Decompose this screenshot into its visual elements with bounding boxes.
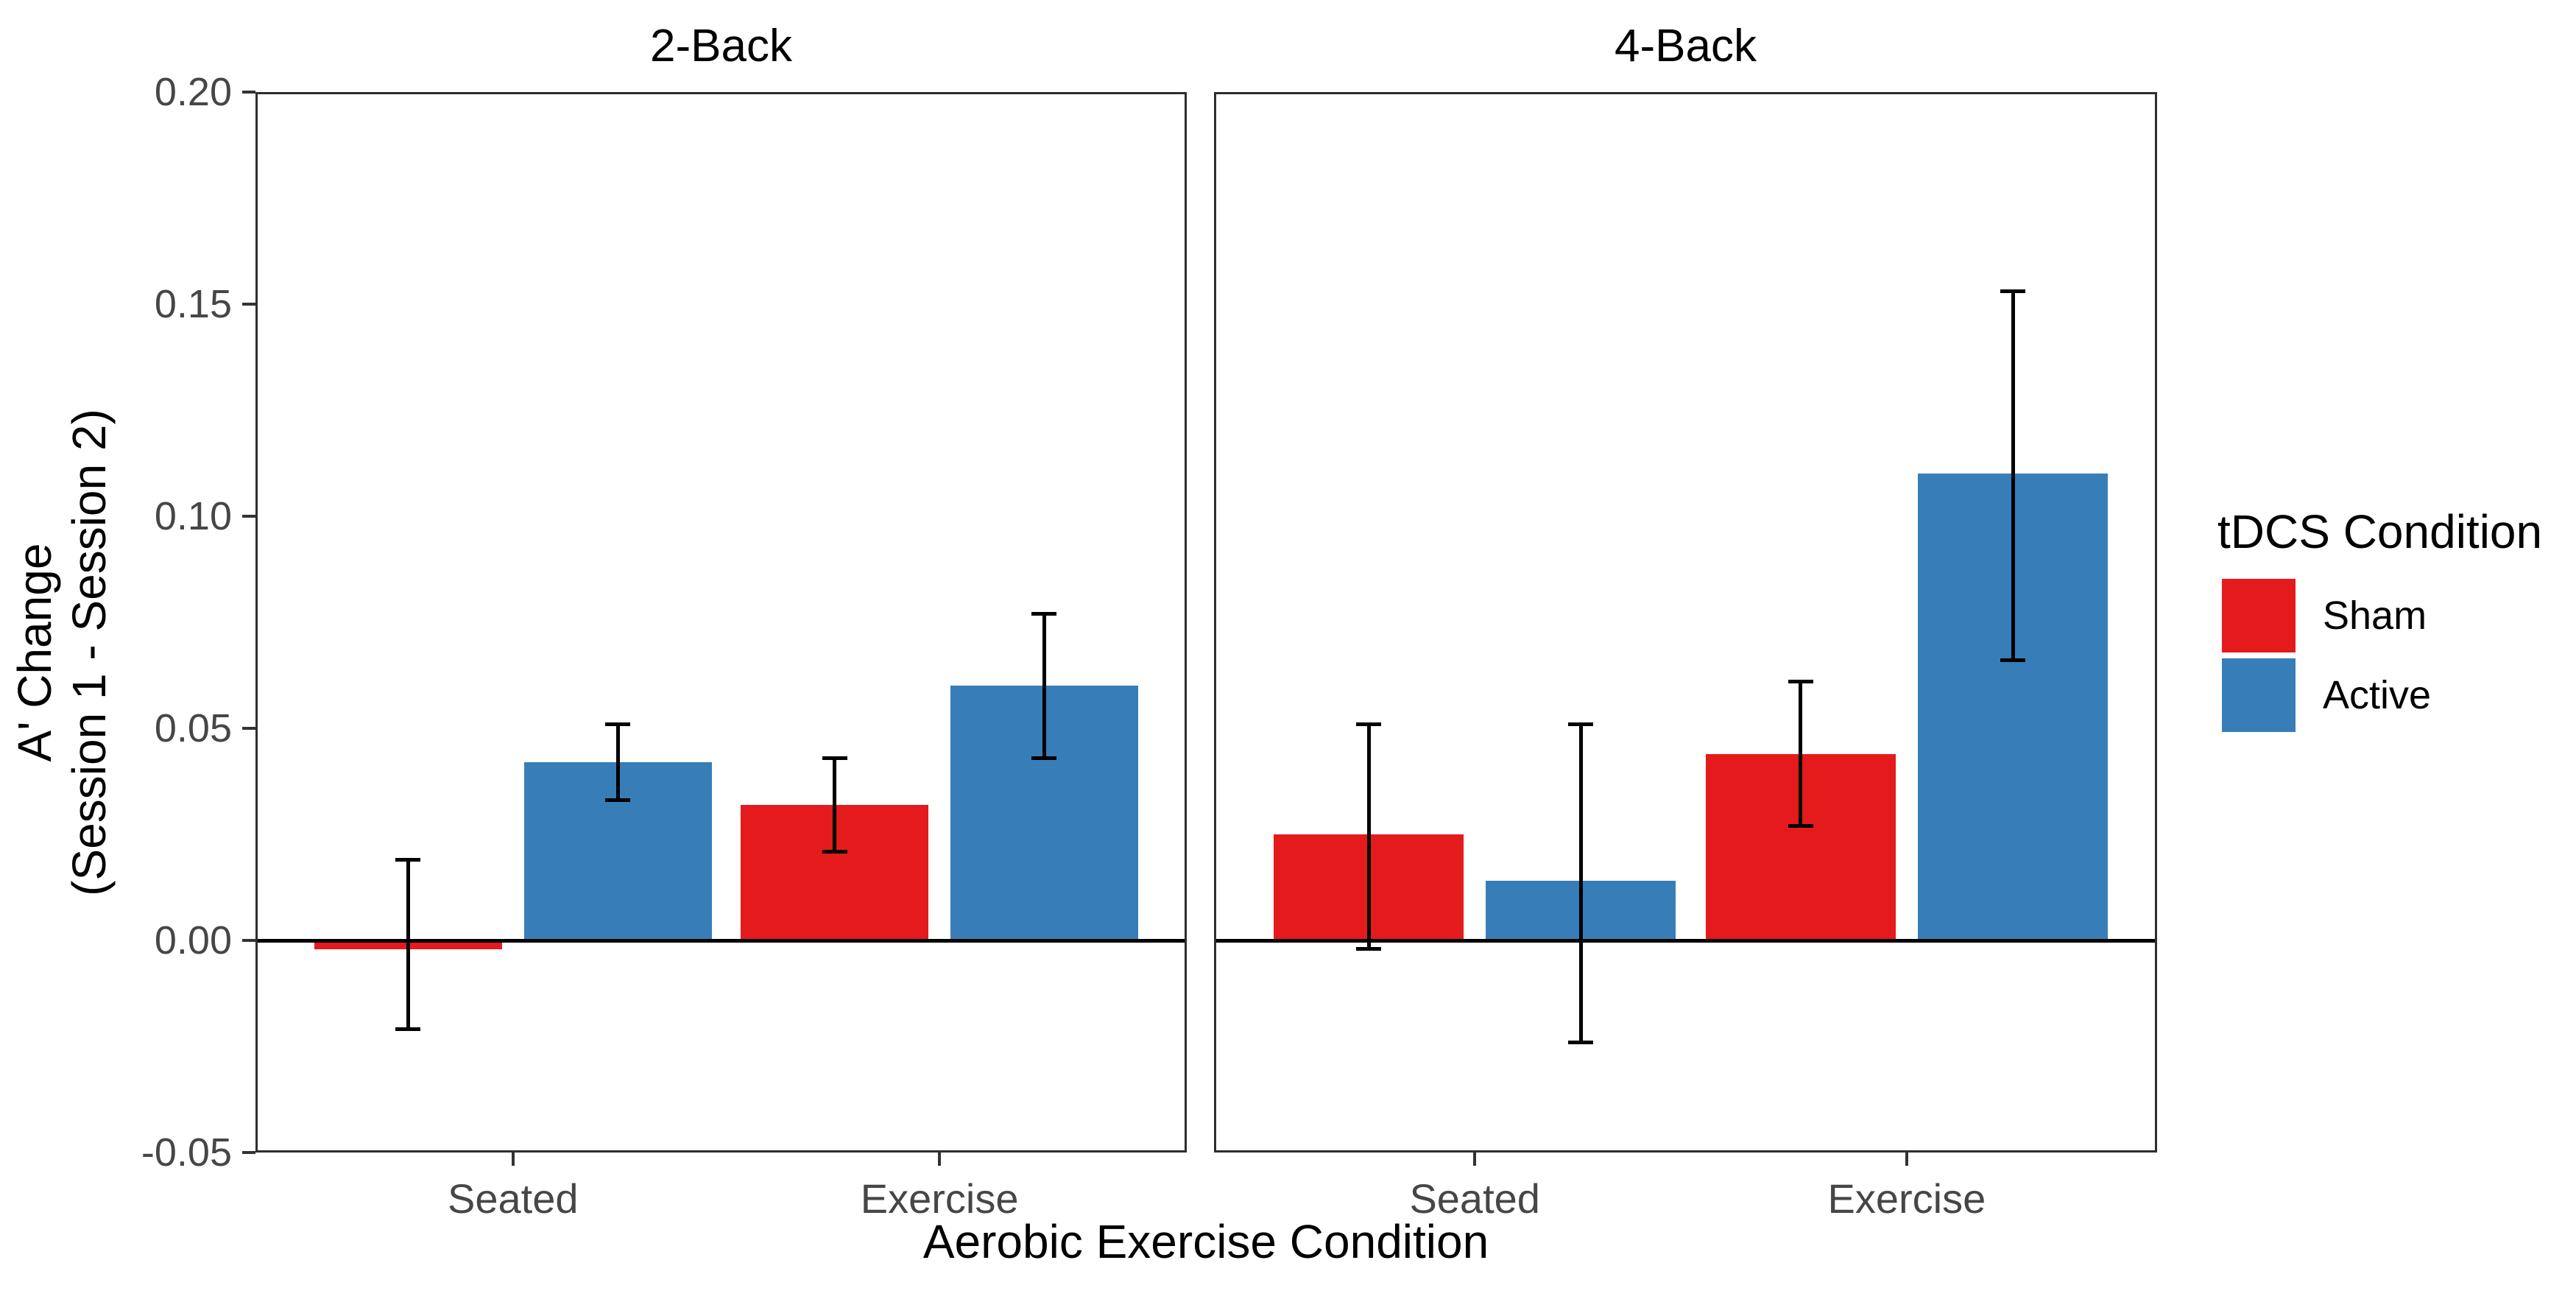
legend-swatch-Active <box>2222 658 2296 732</box>
y-tick-label: 0.05 <box>154 706 232 750</box>
errorbar-2-Back-Exercise-Active-cap-top <box>1031 611 1057 616</box>
facet-title: 4-Back <box>1615 21 1757 71</box>
panel-border-4-Back <box>1214 92 2157 1153</box>
errorbar-4-Back-Exercise-Active-cap-top <box>2000 289 2025 294</box>
y-tick-mark <box>242 939 255 942</box>
legend-entry-Active: Active <box>2217 658 2542 732</box>
x-axis-title: Aerobic Exercise Condition <box>922 1215 1489 1268</box>
legend-label: Active <box>2323 673 2432 717</box>
x-tick-mark <box>1473 1153 1477 1166</box>
errorbar-4-Back-Exercise-Sham-line <box>1799 681 1803 826</box>
errorbar-4-Back-Seated-Sham-cap-top <box>1356 722 1382 726</box>
x-tick-label: Exercise <box>860 1175 1019 1222</box>
errorbar-2-Back-Seated-Active-line <box>615 724 620 800</box>
errorbar-4-Back-Seated-Active-line <box>1578 724 1583 1043</box>
y-axis-title: A' Change (Session 1 - Session 2) <box>7 63 118 1242</box>
errorbar-2-Back-Seated-Sham-cap-top <box>395 858 421 862</box>
legend-label: Sham <box>2323 594 2427 638</box>
y-tick-label: -0.05 <box>141 1130 232 1175</box>
y-tick-mark <box>242 727 255 730</box>
legend-title: tDCS Condition <box>2217 505 2543 558</box>
facet-title: 2-Back <box>650 21 792 71</box>
errorbar-4-Back-Exercise-Active-cap-bottom <box>2000 658 2025 663</box>
legend-swatch-Sham <box>2222 579 2296 652</box>
errorbar-4-Back-Seated-Sham-cap-bottom <box>1356 947 1382 951</box>
errorbar-2-Back-Exercise-Sham-cap-top <box>822 756 847 760</box>
errorbar-2-Back-Exercise-Active-line <box>1042 613 1046 759</box>
y-tick-label: 0.20 <box>154 70 232 114</box>
y-tick-label: 0.00 <box>154 918 232 963</box>
x-tick-mark <box>511 1153 515 1166</box>
y-axis-title-line1: A' Change <box>8 543 61 762</box>
x-tick-mark <box>938 1153 942 1166</box>
y-tick-mark <box>242 91 255 94</box>
errorbar-4-Back-Seated-Active-cap-bottom <box>1568 1040 1594 1044</box>
legend-entries: Sham Active <box>2217 579 2542 732</box>
legend-entry-Sham: Sham <box>2217 579 2542 652</box>
y-tick-label: 0.10 <box>154 494 232 538</box>
errorbar-2-Back-Exercise-Active-cap-bottom <box>1031 756 1057 760</box>
x-tick-mark <box>1905 1153 1908 1166</box>
errorbar-2-Back-Seated-Active-cap-top <box>605 722 631 726</box>
errorbar-4-Back-Exercise-Sham-cap-top <box>1788 680 1813 684</box>
y-axis-title-line2: (Session 1 - Session 2) <box>63 409 116 896</box>
panel-border-2-Back <box>255 92 1187 1153</box>
y-tick-mark <box>242 515 255 518</box>
x-tick-label: Seated <box>1409 1175 1540 1222</box>
x-tick-label: Exercise <box>1827 1175 1986 1222</box>
y-tick-mark <box>242 1151 255 1154</box>
errorbar-4-Back-Seated-Sham-line <box>1366 724 1371 949</box>
errorbar-2-Back-Exercise-Sham-line <box>833 758 837 852</box>
errorbar-4-Back-Seated-Active-cap-top <box>1568 722 1594 726</box>
errorbar-2-Back-Exercise-Sham-cap-bottom <box>822 849 847 854</box>
x-tick-label: Seated <box>448 1175 579 1222</box>
errorbar-4-Back-Exercise-Sham-cap-bottom <box>1788 823 1813 828</box>
zero-reference-line <box>1214 939 2157 943</box>
errorbar-4-Back-Exercise-Active-line <box>2011 291 2015 661</box>
errorbar-2-Back-Seated-Active-cap-bottom <box>605 798 631 803</box>
y-tick-mark <box>242 303 255 306</box>
y-tick-label: 0.15 <box>154 282 232 326</box>
legend: tDCS Condition Sham Active <box>2217 505 2542 738</box>
errorbar-2-Back-Seated-Sham-line <box>406 859 410 1030</box>
errorbar-2-Back-Seated-Sham-cap-bottom <box>395 1027 421 1032</box>
zero-reference-line <box>255 939 1187 943</box>
